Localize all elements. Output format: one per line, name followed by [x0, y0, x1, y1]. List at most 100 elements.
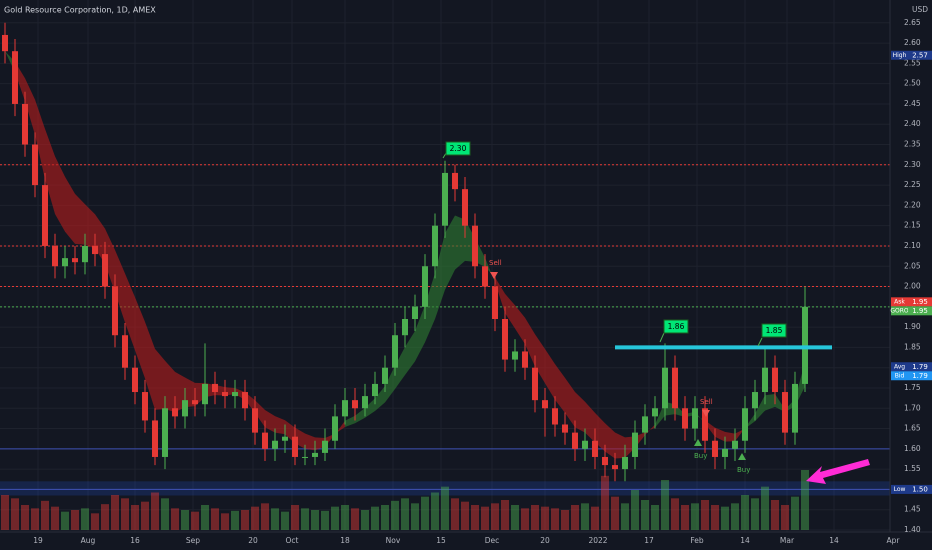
- candle-body: [222, 392, 228, 397]
- x-tick-label: Feb: [690, 536, 704, 545]
- ma-ribbon: [365, 398, 375, 418]
- volume-bar: [611, 496, 619, 530]
- candle-body: [242, 392, 248, 409]
- candle-body: [172, 408, 178, 417]
- volume-bar: [581, 503, 589, 530]
- candle-body: [102, 254, 108, 287]
- price-tag-name: GORO: [890, 307, 909, 314]
- ma-ribbon: [35, 99, 45, 180]
- candle-body: [272, 440, 278, 449]
- candle-body: [442, 172, 448, 226]
- volume-bar: [561, 510, 569, 530]
- volume-bar: [321, 510, 329, 530]
- volume-bar: [471, 505, 479, 530]
- volume-bar: [131, 505, 139, 530]
- price-tag: [908, 306, 932, 316]
- price-tag-name-box: [891, 371, 908, 381]
- volume-bar: [111, 495, 119, 530]
- volume-bar: [431, 492, 439, 530]
- ma-ribbon: [345, 415, 355, 427]
- candle-body: [382, 367, 388, 384]
- candle-body: [182, 400, 188, 417]
- price-tag-name: High: [893, 52, 907, 59]
- ma-ribbon: [585, 401, 595, 443]
- candle-body: [672, 367, 678, 409]
- ma-ribbon: [305, 433, 315, 451]
- candle-body: [352, 400, 358, 409]
- price-tag-label: 1.95: [912, 307, 928, 315]
- volume-bar: [291, 505, 299, 530]
- candle-body: [522, 351, 528, 368]
- candle-body: [212, 383, 218, 393]
- candle-body: [692, 408, 698, 429]
- y-tick-label: 2.60: [904, 38, 921, 47]
- ma-ribbon: [435, 233, 445, 319]
- candle-body: [32, 144, 38, 186]
- x-tick-label: 20: [540, 536, 550, 545]
- volume-bar: [771, 500, 779, 530]
- ma-ribbon: [715, 427, 725, 442]
- volume-bar: [451, 498, 459, 530]
- volume-bar: [571, 505, 579, 530]
- volume-bar: [71, 510, 79, 530]
- candle-body: [292, 436, 298, 457]
- annotation-box: [445, 141, 471, 156]
- candle-body: [392, 335, 398, 368]
- candle-body: [22, 103, 28, 145]
- candle-body: [452, 172, 458, 190]
- ma-ribbon: [405, 330, 415, 375]
- volume-bar: [141, 501, 149, 530]
- candle-body: [42, 185, 48, 246]
- volume-bar: [421, 496, 429, 530]
- price-tag: [908, 484, 932, 494]
- annotation-box: [663, 319, 689, 334]
- ma-ribbon: [415, 305, 425, 362]
- candle-body: [332, 416, 338, 441]
- chart-title: Gold Resource Corporation, 1D, AMEX: [4, 6, 156, 15]
- volume-bar: [731, 503, 739, 530]
- x-tick-label: 16: [130, 536, 140, 545]
- volume-bar: [411, 503, 419, 530]
- volume-bar: [631, 490, 639, 530]
- candle-body: [772, 367, 778, 393]
- price-tag: [908, 371, 932, 381]
- volume-bar: [81, 508, 89, 530]
- ma-ribbon: [275, 416, 285, 435]
- volume-bar: [241, 510, 249, 530]
- volume-bar: [261, 503, 269, 530]
- axes: 1.401.451.501.551.601.651.701.751.801.85…: [33, 18, 932, 545]
- price-tag-label: 1.50: [912, 485, 928, 493]
- volume-bar: [271, 508, 279, 530]
- ma-ribbon: [185, 377, 195, 408]
- y-tick-label: 2.40: [904, 119, 921, 128]
- ma-ribbon: [565, 377, 575, 428]
- candle-body: [342, 400, 348, 417]
- y-tick-label: 2.30: [904, 160, 921, 169]
- candle-body: [432, 225, 438, 267]
- volume-bar: [661, 480, 669, 530]
- candle-body: [312, 452, 318, 457]
- currency: USD: [912, 5, 928, 14]
- ma-ribbon: [755, 395, 765, 422]
- ma-ribbon: [145, 321, 155, 410]
- ma-ribbon: [515, 305, 525, 345]
- arrow: [806, 459, 870, 484]
- volume-bar: [41, 500, 49, 530]
- volume-bar: [781, 505, 789, 530]
- candle-body: [562, 424, 568, 433]
- volume-bar: [681, 505, 689, 530]
- annotation-pointer: [757, 337, 763, 347]
- candle-body: [732, 440, 738, 449]
- annotation-label: 1.86: [668, 322, 685, 331]
- price-tag-name: Ask: [894, 298, 905, 305]
- candle-body: [532, 367, 538, 401]
- signal-label: Sell: [700, 398, 713, 406]
- candle-body: [662, 367, 668, 409]
- volume-bar: [231, 510, 239, 530]
- ma-ribbon: [25, 78, 35, 135]
- volume-bar: [311, 510, 319, 530]
- volume-bar: [531, 505, 539, 530]
- x-tick-label: Aug: [81, 536, 96, 545]
- candle-body: [472, 225, 478, 267]
- volume-bar: [721, 506, 729, 530]
